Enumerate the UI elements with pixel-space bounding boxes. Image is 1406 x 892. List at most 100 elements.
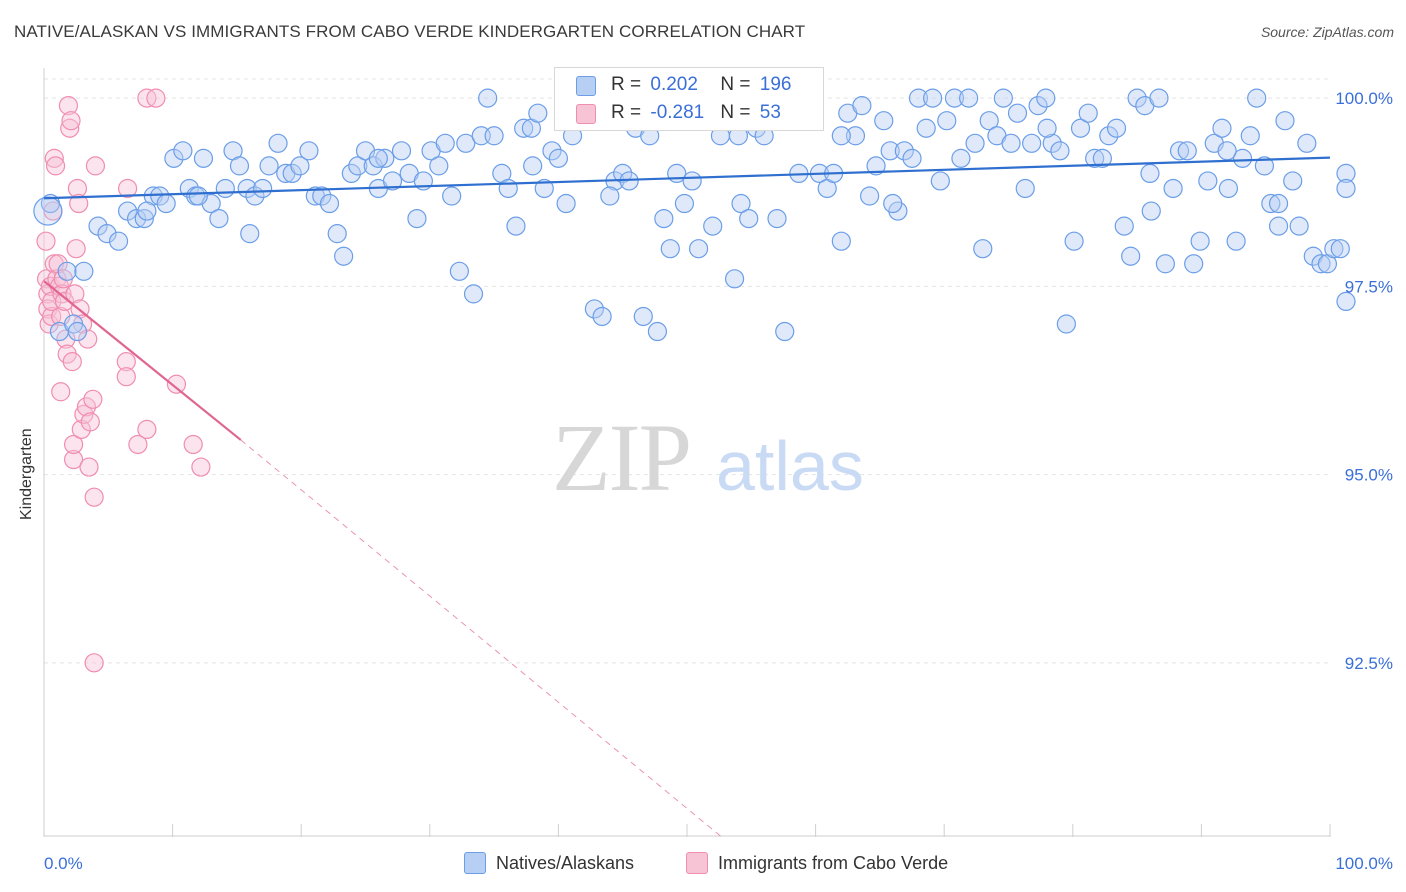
natives-point-10	[126, 208, 147, 229]
natives-point-48	[407, 208, 427, 229]
natives-point-61	[498, 178, 518, 199]
natives-point-110	[845, 126, 866, 146]
cabo-verde-point-51	[166, 374, 187, 394]
natives-point-111	[852, 96, 872, 116]
natives-point-147	[1106, 118, 1127, 138]
natives-point-37	[327, 224, 347, 244]
natives-point-66	[534, 178, 554, 199]
natives-point-29	[268, 133, 288, 153]
natives-point-88	[688, 239, 709, 259]
natives-point-143	[1078, 103, 1098, 123]
natives-point-45	[382, 171, 403, 191]
stats-r-value-2: -0.281	[650, 102, 705, 123]
natives-point-146	[1099, 126, 1119, 146]
natives-point-180	[1336, 291, 1356, 312]
stats-row-natives: R = 0.202 N = 196	[576, 74, 792, 96]
stats-swatch-cabo-verde	[576, 104, 596, 124]
natives-point-7	[97, 224, 117, 244]
cabo-verde-point-22	[58, 96, 79, 116]
natives-point-167	[1247, 88, 1267, 108]
natives-point-170	[1268, 193, 1289, 214]
legend-swatch-natives	[464, 852, 486, 874]
stats-n-value-2: 53	[759, 102, 781, 123]
cabo-verde-point-43	[84, 653, 104, 673]
natives-point-118	[902, 148, 922, 168]
natives-point-108	[831, 231, 851, 251]
natives-point-83	[654, 208, 674, 229]
natives-point-121	[923, 88, 943, 108]
natives-point-193	[1140, 163, 1160, 184]
natives-point-38	[334, 246, 354, 266]
natives-point-125	[951, 148, 971, 168]
cabo-verde-point-24	[61, 111, 81, 131]
natives-point-73	[584, 299, 605, 319]
cabo-verde-point-42	[85, 156, 106, 176]
natives-point-134	[1015, 178, 1035, 199]
stats-n-label-1: N =	[720, 74, 756, 95]
cabo-verde-point-37	[78, 329, 98, 349]
natives-point-55	[456, 133, 476, 153]
natives-point-69	[556, 193, 576, 214]
natives-point-95	[739, 208, 759, 229]
cabo-verde-point-45	[116, 352, 136, 372]
legend-item-cabo-verde[interactable]: Immigrants from Cabo Verde	[686, 852, 948, 874]
natives-point-68	[548, 148, 569, 168]
natives-point-135	[1022, 133, 1042, 153]
natives-point-120	[916, 118, 936, 138]
natives-point-137	[1036, 88, 1056, 108]
cabo-verde-point-19	[54, 291, 75, 312]
natives-point-139	[1050, 141, 1070, 161]
natives-point-169	[1261, 193, 1281, 214]
natives-point-35	[312, 186, 332, 206]
natives-point-185	[600, 186, 620, 206]
natives-point-142	[1070, 118, 1091, 138]
cabo-verde-point-28	[65, 284, 85, 304]
natives-point-140	[1056, 314, 1076, 334]
natives-point-188	[1037, 118, 1057, 138]
natives-point-4	[67, 321, 88, 342]
natives-point-123	[937, 111, 957, 131]
cabo-verde-point-39	[80, 412, 100, 432]
natives-point-168	[1254, 156, 1275, 176]
natives-point-51	[429, 156, 449, 176]
cabo-verde-point-0	[36, 231, 56, 251]
watermark: ZIP atlas	[552, 404, 864, 511]
cabo-verde-point-29	[66, 239, 86, 259]
natives-point-173	[1289, 216, 1309, 236]
cabo-verde-point-12	[47, 269, 67, 289]
cabo-verde-point-16	[51, 382, 71, 402]
cabo-verde-point-11	[45, 156, 66, 176]
natives-point-191	[523, 156, 543, 176]
natives-point-82	[647, 321, 668, 342]
cabo-verde-point-23	[60, 118, 80, 138]
natives-point-52	[435, 133, 455, 153]
natives-point-126	[959, 88, 979, 108]
legend-label-cabo-verde: Immigrants from Cabo Verde	[718, 852, 949, 873]
watermark-atlas: atlas	[716, 427, 864, 505]
series-natives-points	[33, 88, 1356, 342]
natives-point-172	[1283, 171, 1303, 191]
natives-point-21	[209, 208, 229, 229]
natives-point-24	[229, 156, 250, 176]
natives-point-145	[1092, 148, 1112, 168]
natives-point-44	[375, 148, 395, 168]
cabo-verde-point-27	[63, 434, 84, 455]
natives-point-16	[173, 141, 193, 161]
natives-point-19	[193, 148, 214, 168]
natives-point-166	[1240, 126, 1260, 146]
stats-r-value-1: 0.202	[650, 74, 698, 95]
natives-point-179	[1330, 239, 1350, 259]
natives-point-128	[973, 239, 993, 259]
natives-point-165	[1232, 148, 1253, 168]
natives-point-90	[703, 216, 723, 236]
natives-point-74	[592, 306, 612, 327]
stats-n-value-1: 196	[759, 74, 792, 95]
cabo-verde-point-36	[76, 397, 97, 417]
natives-point-194	[1268, 216, 1289, 236]
cabo-verde-point-47	[128, 434, 148, 455]
natives-point-156	[1169, 141, 1190, 161]
cabo-verde-trend-line	[43, 280, 242, 441]
stats-r-label-2: R =	[611, 102, 647, 123]
legend-item-natives[interactable]: Natives/Alaskans	[464, 852, 634, 874]
natives-point-176	[1311, 254, 1331, 274]
